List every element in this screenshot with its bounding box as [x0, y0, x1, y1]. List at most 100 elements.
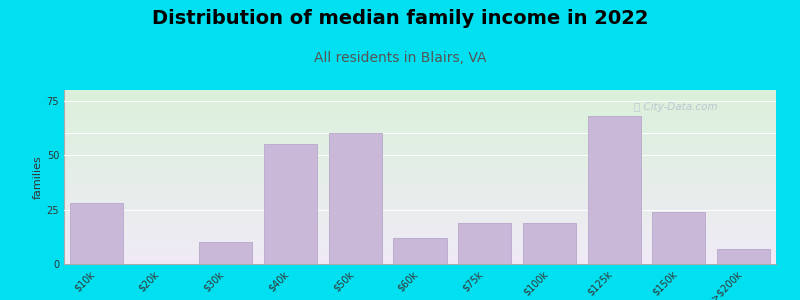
Bar — [64, 140, 776, 142]
Bar — [64, 130, 776, 132]
Bar — [64, 259, 776, 260]
Bar — [64, 208, 776, 210]
Bar — [64, 121, 776, 123]
Bar — [64, 215, 776, 217]
Bar — [64, 132, 776, 134]
Bar — [64, 160, 776, 161]
Bar — [64, 181, 776, 182]
Bar — [64, 134, 776, 135]
Text: Distribution of median family income in 2022: Distribution of median family income in … — [152, 9, 648, 28]
Bar — [70, 203, 123, 264]
Bar — [64, 158, 776, 160]
Bar — [64, 144, 776, 146]
Bar — [64, 118, 776, 120]
Bar — [64, 94, 776, 95]
Bar — [64, 111, 776, 112]
Bar — [64, 173, 776, 175]
Text: All residents in Blairs, VA: All residents in Blairs, VA — [314, 51, 486, 65]
Bar — [64, 100, 776, 102]
Bar — [64, 229, 776, 231]
Bar — [458, 223, 511, 264]
Bar — [64, 167, 776, 168]
Bar — [64, 254, 776, 255]
Bar — [64, 247, 776, 248]
Bar — [64, 255, 776, 257]
Bar — [64, 257, 776, 259]
Bar — [64, 210, 776, 212]
Bar — [64, 226, 776, 227]
Bar — [64, 224, 776, 226]
Bar — [64, 217, 776, 219]
Bar — [64, 189, 776, 191]
Bar — [64, 120, 776, 121]
Bar — [652, 212, 706, 264]
Bar — [64, 163, 776, 165]
Bar — [64, 116, 776, 118]
Bar — [64, 193, 776, 194]
Bar — [64, 203, 776, 205]
Bar — [64, 177, 776, 179]
Bar — [64, 172, 776, 173]
Bar — [264, 144, 317, 264]
Bar — [64, 234, 776, 236]
Bar — [64, 191, 776, 193]
Bar — [64, 90, 776, 92]
Bar — [64, 198, 776, 200]
Bar — [64, 156, 776, 158]
Bar — [329, 134, 382, 264]
Bar — [64, 112, 776, 114]
Bar — [64, 214, 776, 215]
Bar — [64, 107, 776, 109]
Bar — [64, 260, 776, 262]
Bar — [64, 149, 776, 151]
Bar — [199, 242, 252, 264]
Bar — [64, 102, 776, 104]
Bar — [64, 245, 776, 247]
Bar — [523, 223, 576, 264]
Bar — [64, 151, 776, 153]
Bar — [588, 116, 641, 264]
Bar — [64, 186, 776, 188]
Bar — [64, 207, 776, 208]
Bar — [64, 236, 776, 238]
Bar — [64, 240, 776, 242]
Bar — [64, 252, 776, 254]
Bar — [64, 179, 776, 181]
Bar — [64, 262, 776, 264]
Bar — [64, 139, 776, 140]
Bar — [64, 227, 776, 229]
Bar — [64, 170, 776, 172]
Bar — [64, 99, 776, 100]
Bar — [64, 165, 776, 167]
Bar — [64, 201, 776, 203]
Bar — [717, 249, 770, 264]
Bar — [64, 242, 776, 243]
Bar — [64, 219, 776, 220]
Bar — [64, 184, 776, 186]
Bar — [64, 142, 776, 144]
Bar — [64, 147, 776, 149]
Bar — [64, 168, 776, 170]
Y-axis label: families: families — [33, 155, 42, 199]
Text: ⓘ City-Data.com: ⓘ City-Data.com — [634, 102, 718, 112]
Bar — [64, 188, 776, 189]
Bar — [64, 220, 776, 222]
Bar — [64, 200, 776, 201]
Bar — [64, 231, 776, 233]
Bar — [64, 137, 776, 139]
Bar — [64, 222, 776, 224]
Bar — [64, 146, 776, 147]
Bar — [64, 238, 776, 240]
Bar — [64, 97, 776, 99]
Bar — [64, 250, 776, 252]
Bar — [64, 127, 776, 128]
Bar — [64, 128, 776, 130]
Bar — [64, 109, 776, 111]
Bar — [64, 243, 776, 245]
Bar — [64, 248, 776, 250]
Bar — [64, 135, 776, 137]
Bar — [64, 123, 776, 125]
Bar — [64, 114, 776, 116]
Bar — [394, 238, 446, 264]
Bar — [64, 175, 776, 177]
